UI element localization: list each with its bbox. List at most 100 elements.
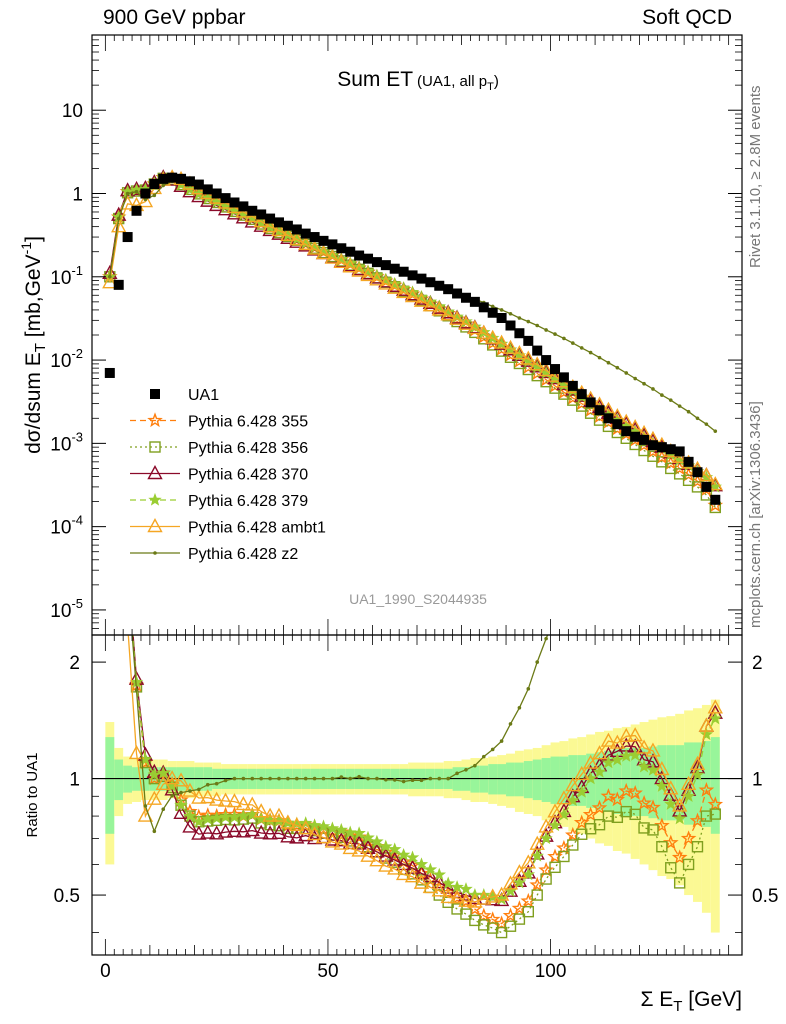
ratio-point	[499, 739, 504, 743]
ratio-y-tick-label: 1	[69, 770, 80, 791]
data-point	[161, 183, 166, 188]
data-point	[511, 345, 528, 360]
ratio-point	[343, 825, 357, 839]
ratio-point	[478, 919, 490, 931]
ratio-point	[200, 789, 216, 804]
ratio-point	[161, 807, 166, 812]
data-point	[193, 179, 204, 190]
ratio-point	[689, 755, 706, 770]
ratio-point	[446, 776, 450, 781]
ratio-point	[540, 873, 552, 885]
ratio-point	[138, 752, 153, 766]
data-point	[710, 494, 721, 505]
data-point	[698, 467, 715, 482]
data-point	[562, 336, 566, 341]
ratio-point	[143, 804, 148, 808]
ratio-point	[173, 772, 189, 787]
ratio-point	[582, 806, 599, 822]
ratio-point	[182, 818, 198, 833]
ratio-point	[531, 889, 543, 901]
ratio-point	[241, 776, 246, 781]
ratio-point	[646, 762, 660, 776]
y-tick-label: 10-2	[50, 346, 83, 372]
data-point	[414, 290, 429, 303]
ratio-point	[226, 822, 243, 837]
ratio-point	[473, 763, 477, 768]
ratio-point	[146, 790, 163, 805]
ratio-point	[636, 795, 652, 810]
ratio-point	[405, 850, 420, 864]
x-axis-label: Σ ET [GeV]	[640, 988, 742, 1015]
legend-entry: Pythia 6.428 379	[130, 492, 308, 510]
data-point	[493, 334, 510, 349]
legend-marker	[149, 441, 161, 453]
data-point	[585, 397, 596, 408]
ratio-point	[602, 810, 615, 822]
legend-entry: Pythia 6.428 356	[130, 440, 308, 457]
ratio-point	[179, 790, 183, 795]
ratio-point	[330, 776, 335, 781]
ratio-point	[244, 796, 260, 811]
ratio-point	[369, 852, 385, 867]
ratio-point	[467, 889, 483, 905]
ratio-point	[493, 886, 510, 901]
ratio-point	[280, 828, 296, 843]
ratio-point	[378, 847, 394, 862]
data-point	[544, 328, 548, 332]
ratio-point	[691, 841, 704, 853]
ratio-point	[460, 908, 472, 920]
ratio-point	[121, 618, 134, 630]
ratio-point	[637, 759, 651, 773]
data-point	[108, 274, 112, 279]
data-point	[125, 191, 130, 196]
ratio-point	[334, 822, 349, 836]
ratio-point	[481, 754, 486, 759]
ratio-point	[378, 857, 394, 872]
series-2	[104, 172, 721, 514]
data-point	[523, 335, 534, 346]
ratio-line	[132, 635, 716, 902]
data-point	[140, 188, 151, 199]
ratio-point	[134, 688, 139, 692]
ratio-point	[618, 782, 634, 798]
plot-title: Sum ET (UA1, all pT)	[337, 68, 499, 93]
data-point	[487, 307, 498, 318]
ratio-point	[366, 776, 370, 781]
data-point	[485, 329, 501, 344]
ratio-point	[484, 911, 501, 927]
ratio-point	[591, 799, 608, 815]
ratio-point	[511, 872, 528, 887]
ratio-point	[404, 868, 421, 883]
data-point	[443, 284, 454, 295]
ratio-point	[357, 774, 361, 779]
data-point	[298, 235, 314, 251]
ratio-point	[513, 913, 526, 925]
data-point	[315, 245, 332, 260]
ratio-point	[277, 776, 281, 781]
ratio-point	[600, 788, 617, 803]
y-tick-label: 10-4	[50, 513, 83, 539]
data-point	[416, 273, 427, 284]
ratio-point	[339, 775, 344, 779]
data-point	[247, 205, 258, 216]
analysis-id: UA1_1990_S2044935	[349, 591, 487, 607]
y-tick-label: 10-1	[50, 263, 83, 289]
ratio-point	[476, 890, 492, 905]
data-point	[342, 258, 358, 273]
ratio-point	[232, 776, 237, 781]
data-point	[440, 306, 456, 321]
ratio-point	[214, 781, 219, 786]
ratio-point	[369, 843, 385, 858]
legend-marker	[148, 492, 162, 506]
ratio-point	[191, 825, 207, 840]
data-point	[176, 173, 187, 184]
uncertainty-band-inner	[630, 747, 640, 817]
ratio-point	[609, 734, 626, 749]
ratio-y-tick-label: 2	[69, 653, 80, 674]
legend-entry: Pythia 6.428 ambt1	[130, 518, 326, 537]
data-point	[336, 243, 347, 254]
ratio-point	[370, 834, 384, 848]
data-point	[567, 380, 578, 391]
ratio-point	[387, 851, 403, 866]
series-ua1	[104, 172, 721, 505]
